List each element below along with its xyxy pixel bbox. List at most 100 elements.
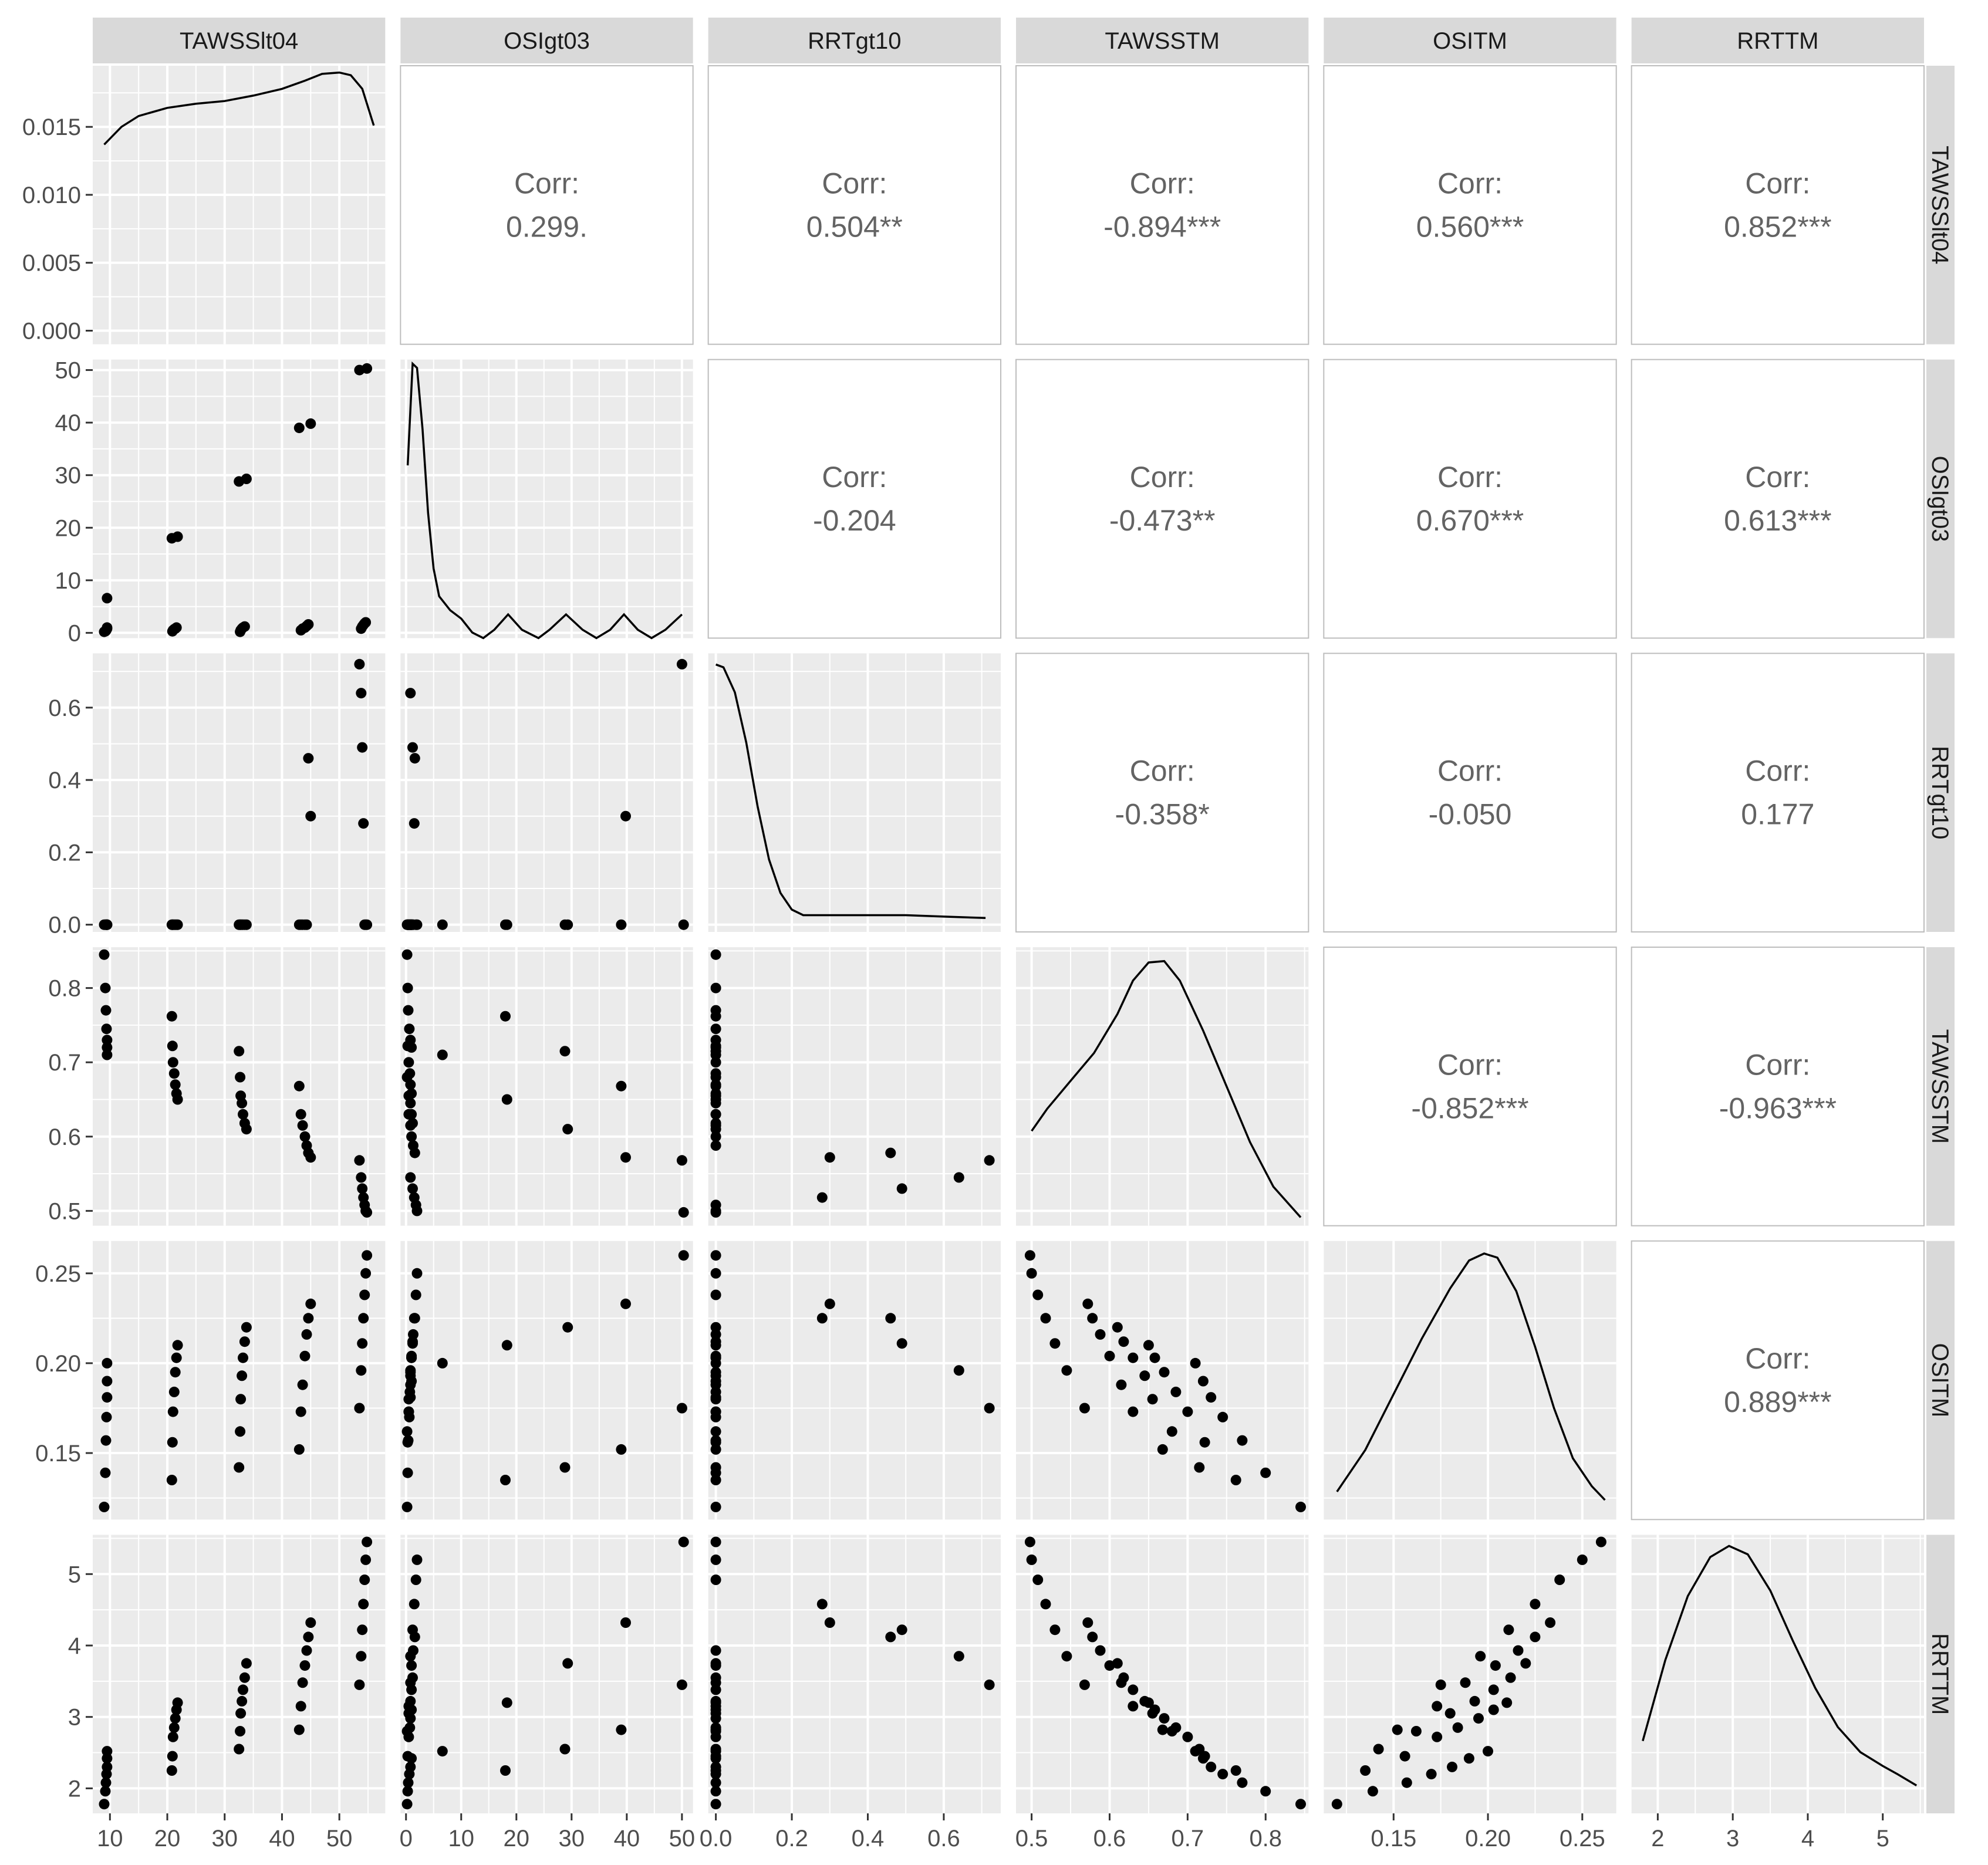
data-point <box>1190 1357 1201 1369</box>
data-point <box>1331 1799 1342 1810</box>
data-point <box>404 1023 415 1035</box>
data-point <box>1159 1367 1170 1378</box>
data-point <box>101 1023 112 1035</box>
data-point <box>710 1080 721 1092</box>
data-point <box>356 1651 367 1662</box>
data-point <box>234 1046 245 1057</box>
data-point <box>305 1298 316 1309</box>
y-tick-label: 0.6 <box>48 1124 81 1150</box>
data-point <box>235 1726 246 1736</box>
data-point <box>501 1094 512 1105</box>
data-point <box>1128 1352 1139 1363</box>
data-point <box>710 1023 721 1035</box>
y-tick-label: 0.000 <box>22 319 81 344</box>
corr-value: -0.963*** <box>1719 1092 1837 1124</box>
data-point <box>562 1658 573 1669</box>
data-point <box>402 1467 413 1478</box>
corr-label: Corr: <box>1130 167 1195 200</box>
corr-panel <box>1631 359 1925 639</box>
data-point <box>299 1131 310 1142</box>
corr-label: Corr: <box>1745 755 1810 788</box>
data-point <box>235 1072 246 1083</box>
data-point <box>1032 1575 1044 1585</box>
data-point <box>403 1394 414 1405</box>
corr-panel <box>1015 653 1309 933</box>
data-point <box>710 1370 721 1381</box>
data-point <box>402 1437 413 1448</box>
data-point <box>896 1338 907 1349</box>
data-point <box>1061 1365 1072 1376</box>
data-point <box>359 1289 370 1300</box>
data-point <box>354 1155 365 1166</box>
data-point <box>1435 1679 1446 1690</box>
panel-background <box>1631 1535 1924 1813</box>
data-point <box>171 1352 182 1363</box>
data-point <box>562 919 573 930</box>
row-strip <box>1926 653 1955 932</box>
data-point <box>1194 1744 1205 1755</box>
data-point <box>824 1298 835 1309</box>
data-point <box>710 1426 721 1437</box>
x-tick-label: 0.5 <box>1015 1826 1048 1852</box>
data-point <box>1079 1403 1090 1414</box>
x-tick-label: 10 <box>97 1826 123 1852</box>
corr-value: 0.177 <box>1741 798 1814 831</box>
data-point <box>354 658 365 670</box>
row-strip <box>1926 359 1955 638</box>
corr-panel <box>1631 65 1925 345</box>
corr-panel <box>707 359 1001 639</box>
corr-label: Corr: <box>1745 461 1810 494</box>
data-point <box>1157 1444 1168 1455</box>
data-point <box>354 1403 365 1414</box>
data-point <box>102 1746 113 1757</box>
data-point <box>100 1777 112 1788</box>
data-point <box>953 1651 964 1662</box>
x-tick-label: 50 <box>326 1826 353 1852</box>
data-point <box>1237 1777 1248 1788</box>
data-point <box>102 1042 113 1053</box>
data-point <box>678 919 689 930</box>
data-point <box>297 1379 308 1390</box>
panel-background <box>1324 1241 1616 1520</box>
panel-background <box>93 359 386 638</box>
corr-panel <box>1631 653 1925 933</box>
data-point <box>824 1617 835 1628</box>
row-strip-label: OSIgt03 <box>1927 456 1953 542</box>
data-point <box>299 1350 310 1361</box>
data-point <box>241 919 252 930</box>
data-point <box>170 1367 181 1378</box>
data-point <box>1367 1786 1378 1797</box>
data-point <box>100 982 111 994</box>
x-tick-label: 0.2 <box>775 1826 808 1852</box>
data-point <box>305 418 316 429</box>
y-tick-label: 0.005 <box>22 251 81 276</box>
data-point <box>1159 1713 1170 1724</box>
data-point <box>1182 1731 1193 1742</box>
panel-background <box>708 653 1001 932</box>
data-point <box>1444 1708 1456 1719</box>
corr-panel <box>1323 653 1617 933</box>
data-point <box>100 1467 111 1478</box>
data-point <box>620 1152 631 1163</box>
data-point <box>1087 1313 1098 1324</box>
corr-panel <box>1015 359 1309 639</box>
data-point <box>1087 1631 1098 1643</box>
data-point <box>403 1005 414 1016</box>
data-point <box>1295 1501 1306 1512</box>
x-tick-label: 0.15 <box>1371 1826 1416 1852</box>
data-point <box>409 1313 420 1324</box>
data-point <box>167 1057 178 1068</box>
data-point <box>303 1631 314 1643</box>
data-point <box>710 1777 721 1788</box>
data-point <box>405 1379 416 1390</box>
data-point <box>172 531 183 542</box>
data-point <box>360 617 372 628</box>
data-point <box>437 1746 448 1757</box>
data-point <box>357 1624 368 1636</box>
data-point <box>1426 1769 1437 1780</box>
data-point <box>166 1011 177 1022</box>
data-point <box>1149 1352 1160 1363</box>
data-point <box>1095 1329 1106 1340</box>
panel-background <box>400 1241 693 1520</box>
data-point <box>401 1072 413 1083</box>
